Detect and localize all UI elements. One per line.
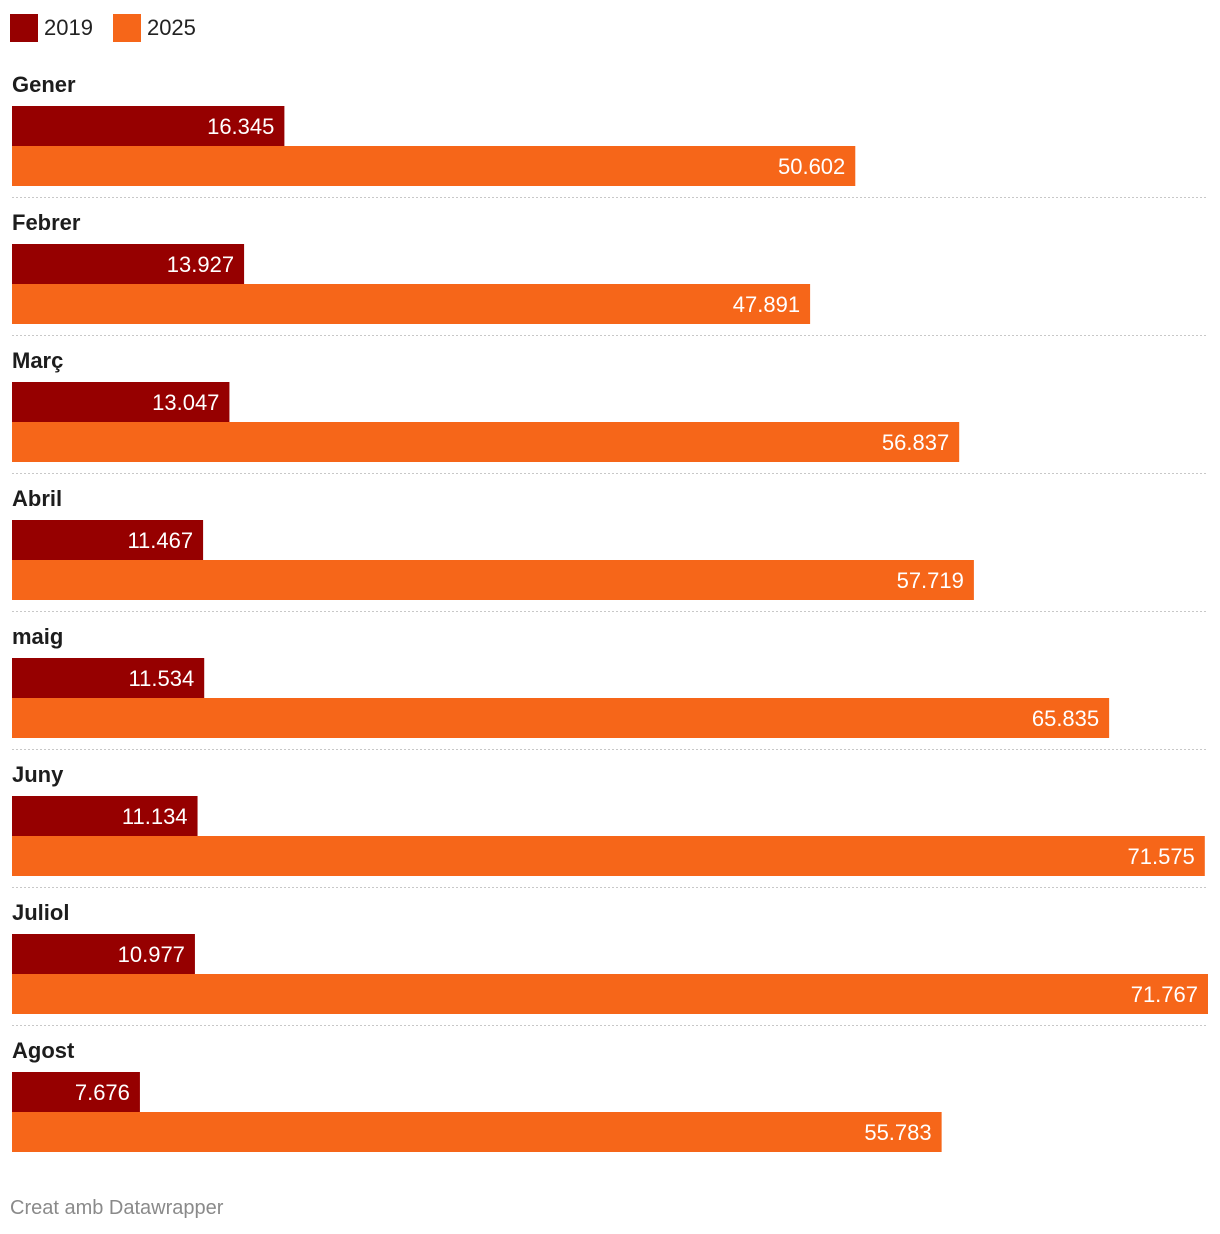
category-label: Gener	[12, 72, 76, 97]
bar-2019	[12, 520, 204, 560]
bar-chart: Gener 16.345 50.602 Febrer 13.927 47.891 Març 1…	[12, 72, 1208, 1152]
category-label: Juliol	[12, 900, 69, 925]
legend-item-2019: 2019	[10, 14, 93, 42]
bar-value-label: 50.602	[778, 154, 845, 179]
category-label: Agost	[12, 1038, 75, 1063]
legend-swatch-2019	[10, 14, 38, 42]
legend-swatch-2025	[112, 14, 141, 42]
bar-2025	[12, 836, 1205, 876]
bar-2019	[12, 934, 195, 974]
bar-value-label: 11.467	[127, 528, 193, 553]
bar-value-label: 55.783	[864, 1120, 931, 1145]
bar-2019	[12, 244, 245, 284]
bar-value-label: 11.534	[129, 666, 195, 691]
bar-value-label: 11.134	[122, 804, 188, 829]
bar-2019	[12, 658, 205, 698]
chart-legend: 2019 2025	[10, 14, 216, 42]
bar-value-label: 56.837	[882, 430, 949, 455]
category-label: Març	[12, 348, 63, 373]
category-label: Juny	[12, 762, 64, 787]
bar-2025	[12, 698, 1110, 738]
bar-2019	[12, 796, 198, 836]
category-label: Abril	[12, 486, 62, 511]
bar-value-label: 71.767	[1131, 982, 1198, 1007]
bar-2019	[12, 1072, 140, 1112]
bar-value-label: 71.575	[1128, 844, 1195, 869]
category-label: maig	[12, 624, 63, 649]
bar-value-label: 65.835	[1032, 706, 1099, 731]
bar-value-label: 10.977	[118, 942, 185, 967]
bar-2025	[12, 422, 960, 462]
bar-value-label: 7.676	[75, 1080, 130, 1105]
bar-2019	[12, 382, 230, 422]
bar-2025	[12, 560, 974, 600]
bar-value-label: 47.891	[733, 292, 800, 317]
bar-2025	[12, 284, 811, 324]
bar-2025	[12, 146, 856, 186]
footer-credit: Creat amb Datawrapper	[10, 1197, 224, 1219]
bar-value-label: 13.047	[152, 390, 219, 415]
legend-label-2019: 2019	[44, 15, 93, 40]
bar-2025	[12, 1112, 942, 1152]
legend-label-2025: 2025	[146, 15, 196, 40]
category-label: Febrer	[12, 210, 81, 235]
bar-value-label: 13.927	[167, 252, 234, 277]
legend-item-2025: 2025	[112, 14, 196, 42]
bar-value-label: 16.345	[207, 114, 274, 139]
bar-2025	[12, 974, 1208, 1014]
bar-2019	[12, 106, 285, 146]
bar-value-label: 57.719	[897, 568, 964, 593]
